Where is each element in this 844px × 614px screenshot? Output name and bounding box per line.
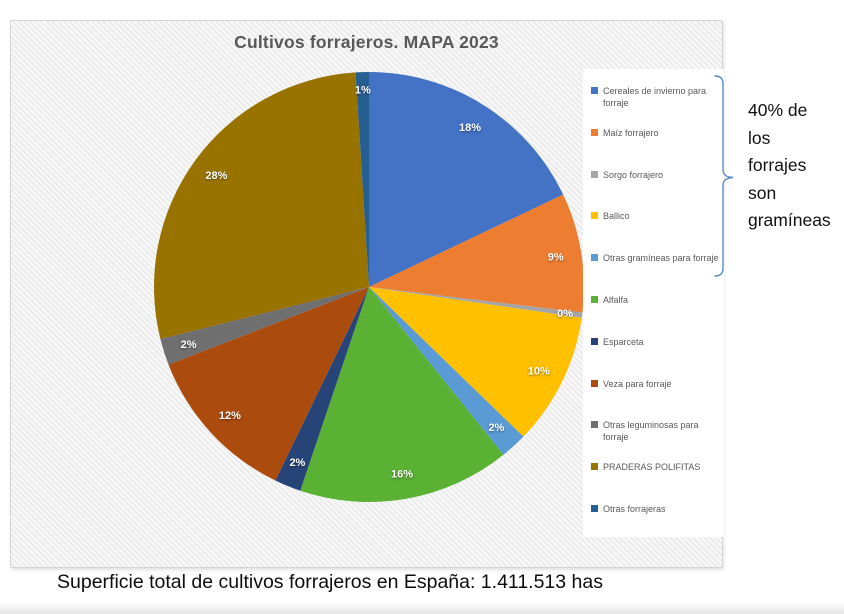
pie-percent-label: 2% <box>488 422 504 434</box>
pie-slice-1 <box>369 194 584 313</box>
legend-item-4: Otras gramíneas para forraje <box>591 252 719 264</box>
pie-percent-label: 12% <box>219 410 241 422</box>
pie-percent-label: 18% <box>459 122 481 134</box>
pie-slice-5 <box>300 287 504 503</box>
pie-slice-3 <box>369 287 582 437</box>
legend-label: Otras gramíneas para forraje <box>603 253 719 264</box>
legend-swatch <box>591 254 598 262</box>
caption-total-superficie: Superficie total de cultivos forrajeros … <box>57 571 603 593</box>
legend-swatch <box>591 379 598 387</box>
legend-label: Ballico <box>603 211 630 222</box>
legend-item-2: Sorgo forrajero <box>591 169 719 181</box>
legend-item-1: Maíz forrajero <box>591 127 719 139</box>
legend-item-5: Alfalfa <box>591 294 719 306</box>
legend-item-0: Cereales de invierno para forraje <box>591 85 719 109</box>
legend-swatch <box>591 337 598 345</box>
legend-label: Sorgo forrajero <box>603 169 664 180</box>
annotation-line: son <box>748 182 777 203</box>
chart-frame: Cultivos forrajeros. MAPA 2023 18% 9% 0% 10… <box>10 20 734 568</box>
pie-slice-8 <box>160 287 369 365</box>
legend-swatch <box>591 170 598 178</box>
chart-legend: Cereales de invierno para forraje Maíz fo… <box>583 69 724 537</box>
pie-slice-2 <box>369 287 583 318</box>
legend-swatch <box>591 87 598 94</box>
legend-label: Maíz forrajero <box>603 127 659 138</box>
annotation-line: los <box>748 127 771 148</box>
legend-swatch <box>591 212 598 220</box>
pie-slice-9 <box>153 72 369 339</box>
legend-swatch <box>591 463 598 471</box>
legend-swatch <box>591 128 598 136</box>
annotation-line: forrajes <box>748 155 807 175</box>
brace-bracket <box>714 75 734 277</box>
pie-slice-0 <box>369 72 564 287</box>
pie-slice-6 <box>275 287 369 491</box>
legend-label: PRADERAS POLIFITAS <box>603 462 701 473</box>
brace-bracket-path <box>714 75 734 277</box>
legend-label: Cereales de invierno para forraje <box>603 86 707 108</box>
pie-percent-label: 16% <box>391 468 413 480</box>
pie-percent-label: 10% <box>528 366 550 378</box>
legend-item-6: Esparceta <box>591 336 719 348</box>
pie-percent-label: 28% <box>205 170 227 182</box>
pie-slice-10 <box>355 72 369 287</box>
pie-percent-label: 2% <box>289 457 305 469</box>
annotation-line: 40% de <box>748 100 808 120</box>
window-bottom-edge <box>0 601 844 614</box>
legend-label: Veza para forraje <box>603 378 672 389</box>
legend-item-8: Otras leguminosas para forraje <box>591 419 719 443</box>
legend-swatch <box>591 296 598 303</box>
legend-item-7: Veza para forraje <box>591 378 719 390</box>
legend-swatch <box>591 505 598 512</box>
legend-label: Otras leguminosas para forraje <box>603 420 699 443</box>
legend-item-3: Ballico <box>591 210 719 222</box>
pie-slice-4 <box>369 287 524 455</box>
pie-chart: 18% 9% 0% 10% 2% 16% 2% 12% 2% 28% 1% <box>153 72 584 503</box>
legend-label: Alfalfa <box>603 295 629 305</box>
pie-percent-label: 2% <box>181 339 197 351</box>
annotation-gramineas: 40% de los forrajes son gramíneas <box>748 97 843 235</box>
chart-title: Cultivos forrajeros. MAPA 2023 <box>234 32 499 52</box>
pie-percent-label: 9% <box>548 251 564 263</box>
pie-percent-label: 0% <box>557 308 573 320</box>
annotation-line: gramíneas <box>748 210 831 230</box>
pie-slice-7 <box>168 287 369 481</box>
legend-label: Esparceta <box>603 336 644 347</box>
pie-percent-label: 1% <box>355 84 371 96</box>
legend-item-10: Otras forrajeras <box>591 503 719 515</box>
legend-swatch <box>591 421 598 429</box>
legend-item-9: PRADERAS POLIFITAS <box>591 461 719 473</box>
legend-label: Otras forrajeras <box>603 504 666 514</box>
